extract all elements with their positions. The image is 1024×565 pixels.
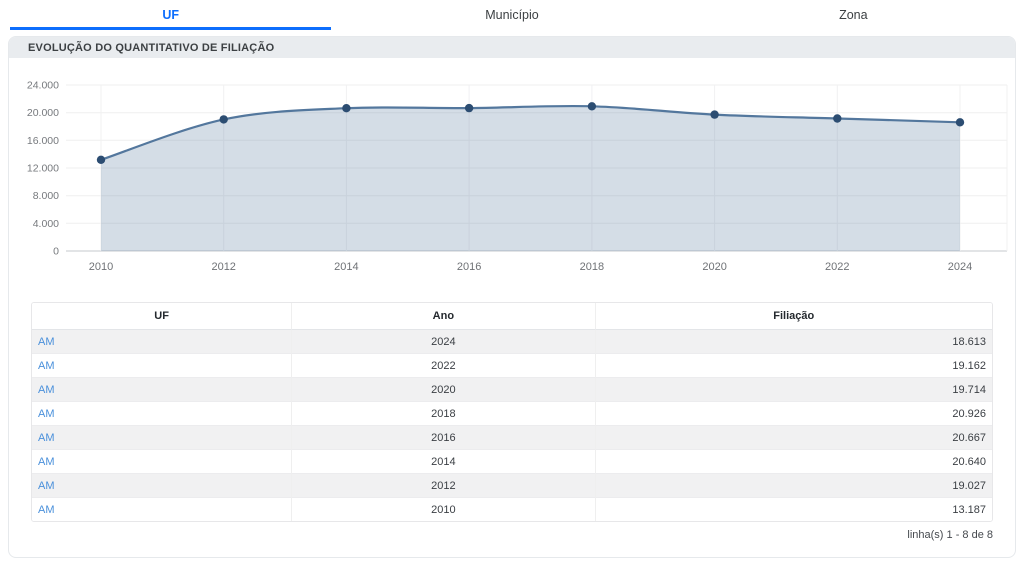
ano-cell: 2010 bbox=[291, 498, 595, 521]
ano-cell: 2024 bbox=[291, 330, 595, 354]
svg-text:16.000: 16.000 bbox=[27, 135, 59, 147]
table-row: AM 2024 18.613 bbox=[32, 330, 992, 354]
tab-uf[interactable]: UF bbox=[10, 0, 332, 30]
svg-text:2022: 2022 bbox=[825, 261, 849, 273]
svg-text:12.000: 12.000 bbox=[27, 163, 59, 175]
svg-text:24.000: 24.000 bbox=[27, 80, 59, 92]
column-header-filiacao: Filiação bbox=[594, 303, 992, 330]
svg-text:2014: 2014 bbox=[334, 261, 358, 273]
filiacao-cell: 20.926 bbox=[594, 402, 992, 426]
ano-cell: 2016 bbox=[291, 426, 595, 450]
table-row: AM 2018 20.926 bbox=[32, 402, 992, 426]
svg-text:0: 0 bbox=[53, 246, 59, 258]
svg-text:2016: 2016 bbox=[457, 261, 481, 273]
column-header-ano: Ano bbox=[291, 303, 595, 330]
uf-link[interactable]: AM bbox=[38, 335, 55, 348]
svg-text:2018: 2018 bbox=[580, 261, 604, 273]
uf-cell: AM bbox=[32, 354, 292, 378]
uf-link[interactable]: AM bbox=[38, 455, 55, 468]
uf-cell: AM bbox=[32, 474, 292, 498]
svg-text:2020: 2020 bbox=[702, 261, 726, 273]
table-header-row: UF Ano Filiação bbox=[32, 303, 992, 330]
filiation-chart-area: 0 4.000 8.000 12.000 16.000 20.000 24.000 2010 2… bbox=[9, 58, 1015, 296]
table-row: AM 2020 19.714 bbox=[32, 378, 992, 402]
uf-link[interactable]: AM bbox=[38, 503, 55, 516]
filiation-table: UF Ano Filiação AM 2024 18.613 AM 2022 19.162… bbox=[31, 302, 993, 522]
ano-cell: 2022 bbox=[291, 354, 595, 378]
table-row: AM 2010 13.187 bbox=[32, 498, 992, 521]
ano-cell: 2012 bbox=[291, 474, 595, 498]
uf-link[interactable]: AM bbox=[38, 407, 55, 420]
tab-municipio-label: Município bbox=[485, 7, 539, 22]
filiation-panel: EVOLUÇÃO DO QUANTITATIVO DE FILIAÇÃO 0 4.… bbox=[8, 36, 1016, 558]
tab-zona[interactable]: Zona bbox=[693, 0, 1014, 30]
column-header-uf: UF bbox=[32, 303, 292, 330]
table-body: AM 2024 18.613 AM 2022 19.162 AM 2020 19.714 AM 20… bbox=[32, 330, 992, 521]
svg-text:2024: 2024 bbox=[948, 261, 972, 273]
ano-cell: 2018 bbox=[291, 402, 595, 426]
filiacao-cell: 19.027 bbox=[594, 474, 992, 498]
svg-text:20.000: 20.000 bbox=[27, 107, 59, 119]
panel-header: EVOLUÇÃO DO QUANTITATIVO DE FILIAÇÃO bbox=[9, 37, 1015, 58]
uf-cell: AM bbox=[32, 426, 292, 450]
uf-cell: AM bbox=[32, 498, 292, 521]
uf-cell: AM bbox=[32, 402, 292, 426]
tab-bar: UF Município Zona bbox=[0, 0, 1024, 30]
table-row: AM 2014 20.640 bbox=[32, 450, 992, 474]
filiation-area-chart: 0 4.000 8.000 12.000 16.000 20.000 24.000 2010 2… bbox=[27, 80, 1008, 273]
filiacao-cell: 19.162 bbox=[594, 354, 992, 378]
ano-cell: 2020 bbox=[291, 378, 595, 402]
uf-link[interactable]: AM bbox=[38, 479, 55, 492]
table-row: AM 2016 20.667 bbox=[32, 426, 992, 450]
uf-link[interactable]: AM bbox=[38, 359, 55, 372]
uf-cell: AM bbox=[32, 330, 292, 354]
uf-link[interactable]: AM bbox=[38, 431, 55, 444]
table-row: AM 2012 19.027 bbox=[32, 474, 992, 498]
tab-municipio[interactable]: Município bbox=[351, 0, 672, 30]
filiacao-cell: 18.613 bbox=[594, 330, 992, 354]
panel-title: EVOLUÇÃO DO QUANTITATIVO DE FILIAÇÃO bbox=[28, 41, 275, 54]
svg-text:2012: 2012 bbox=[211, 261, 235, 273]
uf-cell: AM bbox=[32, 378, 292, 402]
uf-link[interactable]: AM bbox=[38, 383, 55, 396]
tab-zona-label: Zona bbox=[839, 7, 868, 22]
svg-text:4.000: 4.000 bbox=[33, 218, 59, 230]
svg-text:2010: 2010 bbox=[89, 261, 113, 273]
ano-cell: 2014 bbox=[291, 450, 595, 474]
tab-uf-label: UF bbox=[162, 7, 179, 22]
filiacao-cell: 13.187 bbox=[594, 498, 992, 521]
svg-text:8.000: 8.000 bbox=[33, 190, 59, 202]
filiacao-cell: 20.667 bbox=[594, 426, 992, 450]
filiacao-cell: 19.714 bbox=[594, 378, 992, 402]
table-row: AM 2022 19.162 bbox=[32, 354, 992, 378]
pagination-status: linha(s) 1 - 8 de 8 bbox=[907, 529, 993, 541]
filiacao-cell: 20.640 bbox=[594, 450, 992, 474]
uf-cell: AM bbox=[32, 450, 292, 474]
